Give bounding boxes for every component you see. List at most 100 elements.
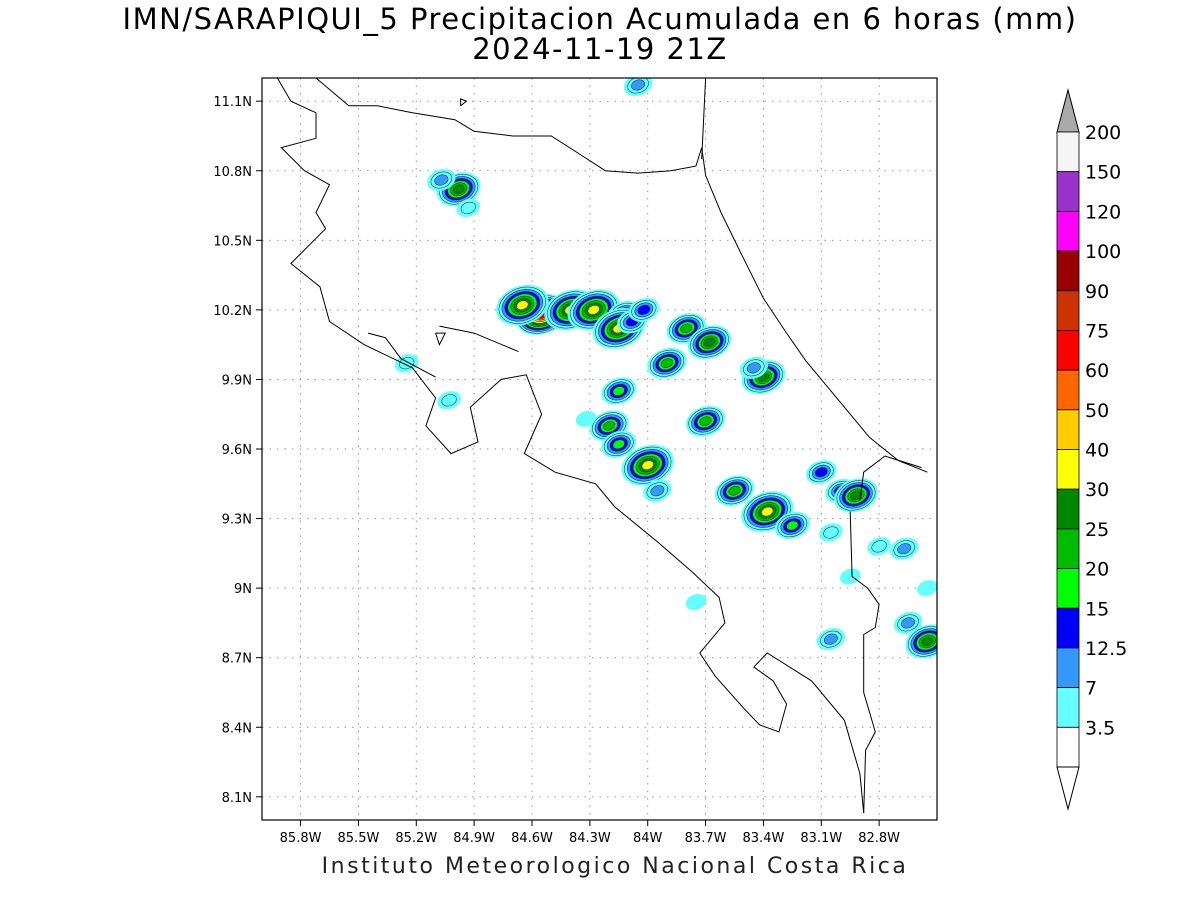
coastline-path bbox=[315, 78, 928, 473]
lat-tick-label: 10.5N bbox=[213, 234, 252, 249]
lat-tick-label: 11.1N bbox=[213, 95, 252, 110]
precip-cell bbox=[427, 168, 456, 192]
lon-tick-label: 85.8W bbox=[280, 831, 322, 846]
colorbar-label: 20 bbox=[1085, 559, 1109, 581]
coastline-path bbox=[701, 78, 707, 160]
longitude-axis: 85.8W 85.5W 85.2W 84.9W 84.6W 84.3W 84W 83.7W 83… bbox=[280, 820, 900, 846]
lon-tick-label: 85.5W bbox=[338, 831, 380, 846]
colorbar-label: 150 bbox=[1085, 162, 1121, 184]
map-subtitle-datetime: 2024-11-19 21Z bbox=[472, 32, 728, 66]
colorbar-label: 100 bbox=[1085, 241, 1121, 263]
lon-tick-label: 82.8W bbox=[858, 831, 900, 846]
map-title: IMN/SARAPIQUI_5 Precipitacion Acumulada … bbox=[122, 2, 1078, 36]
colorbar-swatch bbox=[1056, 409, 1080, 450]
map-gridlines bbox=[262, 78, 937, 820]
precip-contour bbox=[587, 305, 600, 315]
lat-tick-label: 9.6N bbox=[222, 443, 252, 458]
coastline-path bbox=[435, 332, 447, 347]
precip-cell bbox=[893, 611, 923, 634]
coastline-path bbox=[439, 325, 519, 353]
precip-cell bbox=[714, 475, 755, 507]
lat-tick-label: 9N bbox=[234, 582, 252, 597]
coastline-borders bbox=[262, 78, 928, 814]
lon-tick-label: 85.2W bbox=[395, 831, 437, 846]
precip-contour bbox=[901, 617, 915, 629]
precip-contour bbox=[839, 568, 861, 585]
precip-contour bbox=[824, 633, 838, 645]
lat-tick-label: 10.2N bbox=[213, 304, 252, 319]
precip-cell bbox=[834, 478, 878, 513]
lon-tick-label: 84.9W bbox=[453, 831, 495, 846]
footer-institution: Instituto Meteorologico Nacional Costa R… bbox=[321, 854, 909, 879]
precip-contour bbox=[921, 636, 934, 647]
coastline-path bbox=[367, 332, 436, 378]
colorbar-swatch bbox=[1056, 330, 1080, 371]
precip-cell bbox=[456, 198, 481, 218]
precip-contour bbox=[575, 410, 597, 427]
precip-cell bbox=[623, 78, 653, 97]
precip-cell bbox=[628, 297, 660, 322]
colorbar-label: 30 bbox=[1085, 479, 1109, 501]
lon-tick-label: 84.3W bbox=[569, 831, 611, 846]
colorbar-swatch bbox=[1056, 687, 1080, 728]
precip-contour bbox=[399, 357, 415, 370]
colorbar-swatch bbox=[1056, 488, 1080, 530]
precip-contour bbox=[699, 416, 712, 426]
colorbar-label: 60 bbox=[1085, 360, 1109, 382]
colorbar-label: 40 bbox=[1085, 440, 1109, 462]
precip-contour bbox=[786, 520, 799, 531]
precip-contour bbox=[641, 460, 654, 471]
colorbar-swatch bbox=[1056, 369, 1080, 411]
lon-tick-label: 84.6W bbox=[511, 831, 553, 846]
precip-contour bbox=[452, 184, 465, 194]
precip-contour bbox=[650, 485, 665, 497]
colorbar-swatch bbox=[1056, 647, 1080, 689]
precip-contour bbox=[441, 394, 457, 407]
precip-cell bbox=[647, 347, 687, 379]
precip-contour bbox=[661, 358, 673, 368]
colorbar-bottom-arrow bbox=[1056, 766, 1080, 811]
precip-cell bbox=[774, 511, 810, 540]
colorbar-swatch bbox=[1056, 290, 1080, 331]
lon-tick-label: 83.7W bbox=[685, 831, 727, 846]
colorbar-swatch bbox=[1056, 171, 1080, 212]
precip-cell bbox=[839, 568, 861, 585]
precip-cell bbox=[621, 444, 674, 486]
colorbar-swatch bbox=[1056, 210, 1080, 252]
precip-contour bbox=[434, 174, 449, 186]
colorbar-label: 120 bbox=[1085, 201, 1121, 223]
precip-contour bbox=[685, 594, 707, 611]
precip-contour bbox=[871, 540, 887, 553]
precip-contour bbox=[603, 421, 616, 431]
lon-tick-label: 83.4W bbox=[743, 831, 785, 846]
colorbar-label: 12.5 bbox=[1085, 638, 1127, 660]
precip-contour bbox=[460, 201, 476, 214]
colorbar-swatch bbox=[1056, 131, 1080, 173]
precip-contour bbox=[815, 467, 828, 478]
colorbar-top-arrow bbox=[1056, 88, 1080, 133]
colorbar-swatch bbox=[1056, 726, 1080, 768]
precip-contour bbox=[761, 506, 774, 517]
precip-cell bbox=[687, 325, 732, 360]
precip-cell bbox=[739, 356, 768, 379]
lat-tick-label: 9.9N bbox=[222, 373, 252, 388]
precip-contour bbox=[637, 304, 651, 315]
precip-contour bbox=[823, 526, 839, 539]
precip-cell bbox=[685, 594, 707, 611]
colorbar-label: 3.5 bbox=[1085, 717, 1115, 739]
precip-contour bbox=[612, 386, 625, 396]
precip-contour bbox=[612, 439, 625, 450]
precip-cell bbox=[805, 460, 837, 485]
latitude-axis: 11.1N 10.8N 10.5N 10.2N 9.9N 9.6N 9.3N 9N 8.7N 8.… bbox=[213, 95, 262, 806]
precip-cell bbox=[496, 284, 549, 326]
colorbar-swatch bbox=[1056, 607, 1080, 649]
coastline-path bbox=[849, 511, 880, 814]
precipitation-field bbox=[394, 78, 937, 659]
precip-contour bbox=[728, 486, 741, 496]
lon-tick-label: 83.1W bbox=[800, 831, 842, 846]
precip-cell bbox=[601, 377, 637, 405]
precip-cell bbox=[816, 628, 846, 651]
precip-cell bbox=[867, 537, 891, 556]
precip-contour bbox=[703, 337, 716, 347]
precip-cell bbox=[819, 523, 843, 542]
